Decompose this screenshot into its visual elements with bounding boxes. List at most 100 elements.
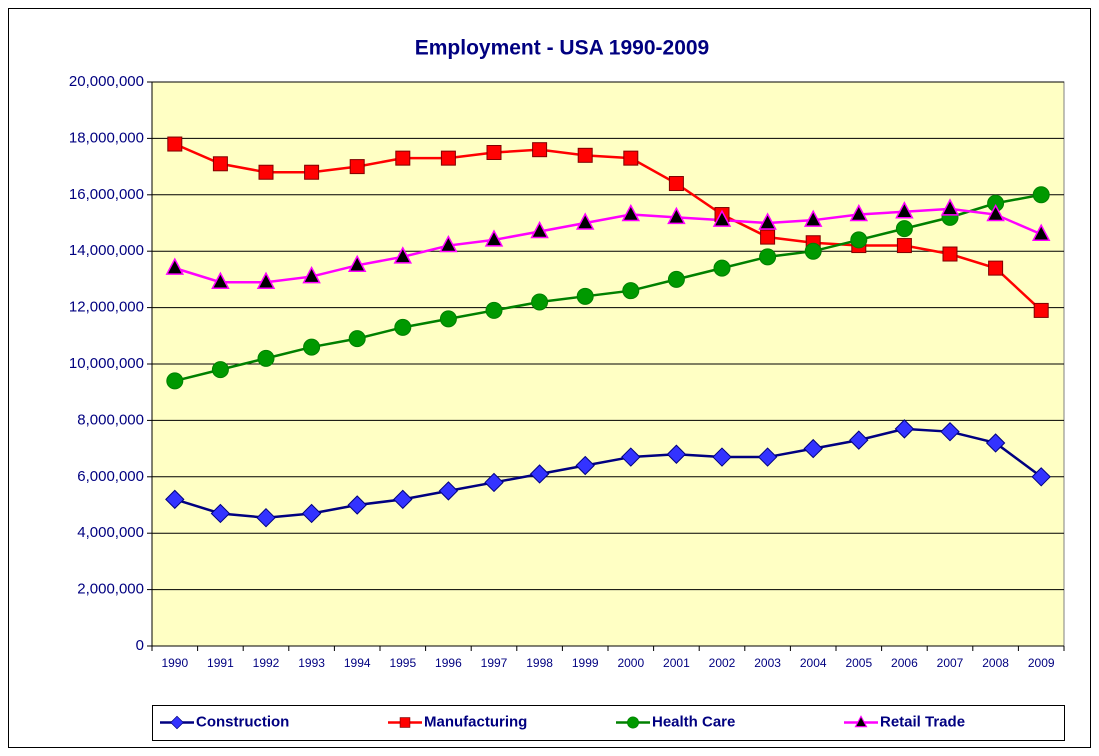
data-point — [484, 229, 504, 247]
y-tick-label: 10,000,000 — [69, 355, 144, 372]
data-point — [621, 447, 641, 467]
x-tick-label: 1995 — [389, 656, 416, 670]
data-point — [712, 447, 732, 467]
legend-label: Health Care — [652, 713, 735, 730]
y-tick-label: 20,000,000 — [69, 73, 144, 90]
x-tick-label: 1999 — [572, 656, 599, 670]
legend-marker — [854, 715, 868, 728]
data-point — [166, 372, 184, 390]
x-tick-label: 2001 — [663, 656, 690, 670]
x-tick-label: 1997 — [481, 656, 508, 670]
data-point — [484, 472, 504, 493]
x-tick-label: 2006 — [891, 656, 918, 670]
data-point — [212, 156, 228, 172]
y-tick-label: 6,000,000 — [77, 468, 144, 485]
legend-label: Construction — [196, 713, 289, 730]
y-tick-label: 0 — [136, 637, 144, 654]
data-point — [301, 503, 322, 524]
data-point — [531, 293, 549, 311]
data-point — [167, 136, 183, 152]
data-point — [439, 234, 458, 253]
data-point — [713, 259, 731, 277]
data-point — [985, 433, 1006, 453]
data-point — [532, 142, 548, 158]
legend-item: Construction — [160, 713, 289, 730]
data-point — [347, 254, 367, 273]
data-point — [576, 287, 594, 305]
data-point — [304, 164, 320, 180]
data-point — [1033, 302, 1049, 318]
data-point — [986, 203, 1005, 222]
data-point — [712, 209, 732, 227]
data-point — [988, 260, 1004, 276]
data-point — [942, 246, 958, 262]
data-point — [758, 212, 777, 230]
data-point — [623, 150, 639, 166]
x-tick-label: 2009 — [1028, 656, 1055, 670]
x-tick-label: 1993 — [298, 656, 325, 670]
data-point — [803, 438, 823, 459]
data-point — [757, 447, 778, 467]
data-point — [438, 481, 459, 501]
data-point — [211, 361, 229, 379]
data-point — [485, 301, 503, 319]
data-point — [668, 176, 684, 192]
data-point — [258, 164, 274, 180]
data-point — [849, 203, 869, 222]
data-point — [165, 489, 185, 510]
y-tick-label: 2,000,000 — [77, 581, 144, 598]
data-point — [529, 464, 550, 484]
legend-item: Retail Trade — [844, 713, 965, 730]
data-point — [1032, 186, 1050, 204]
data-point — [211, 271, 230, 289]
data-point — [165, 257, 185, 275]
data-point — [940, 198, 960, 216]
data-point — [530, 220, 549, 239]
data-point — [803, 209, 823, 227]
data-point — [347, 495, 367, 515]
data-point — [760, 229, 776, 245]
x-tick-label: 1991 — [207, 656, 234, 670]
x-tick-label: 1992 — [253, 656, 280, 670]
data-point — [621, 203, 641, 222]
legend-label: Manufacturing — [424, 713, 527, 730]
series-line — [174, 142, 1043, 312]
data-point — [348, 330, 366, 348]
data-point — [395, 150, 411, 166]
x-tick-label: 1990 — [161, 656, 188, 670]
x-tick-label: 2005 — [845, 656, 872, 670]
legend-marker — [399, 717, 411, 728]
data-point — [850, 231, 868, 249]
data-point — [894, 419, 915, 439]
data-point — [577, 147, 593, 163]
data-point — [896, 238, 912, 254]
data-point — [302, 265, 321, 284]
data-point — [256, 507, 276, 528]
data-point — [575, 455, 595, 476]
data-point — [940, 421, 960, 442]
data-point — [895, 220, 913, 238]
legend-box — [152, 705, 1065, 741]
x-tick-label: 2008 — [982, 656, 1009, 670]
x-tick-label: 1998 — [526, 656, 553, 670]
x-tick-label: 2003 — [754, 656, 781, 670]
data-point — [349, 159, 365, 175]
data-point — [667, 270, 685, 288]
data-point — [210, 503, 231, 524]
data-point — [393, 489, 413, 510]
data-point — [486, 145, 502, 160]
data-point — [1031, 223, 1051, 242]
series-line — [174, 207, 1042, 284]
x-tick-label: 2007 — [937, 656, 964, 670]
data-point — [256, 271, 276, 289]
y-tick-label: 4,000,000 — [77, 524, 144, 541]
data-point — [759, 248, 777, 266]
data-point — [849, 430, 869, 450]
data-point — [804, 242, 822, 260]
y-tick-label: 12,000,000 — [69, 299, 144, 316]
data-point — [440, 150, 456, 166]
legend-item: Health Care — [616, 713, 735, 730]
legend-label: Retail Trade — [880, 713, 965, 730]
legend-marker — [170, 715, 184, 730]
